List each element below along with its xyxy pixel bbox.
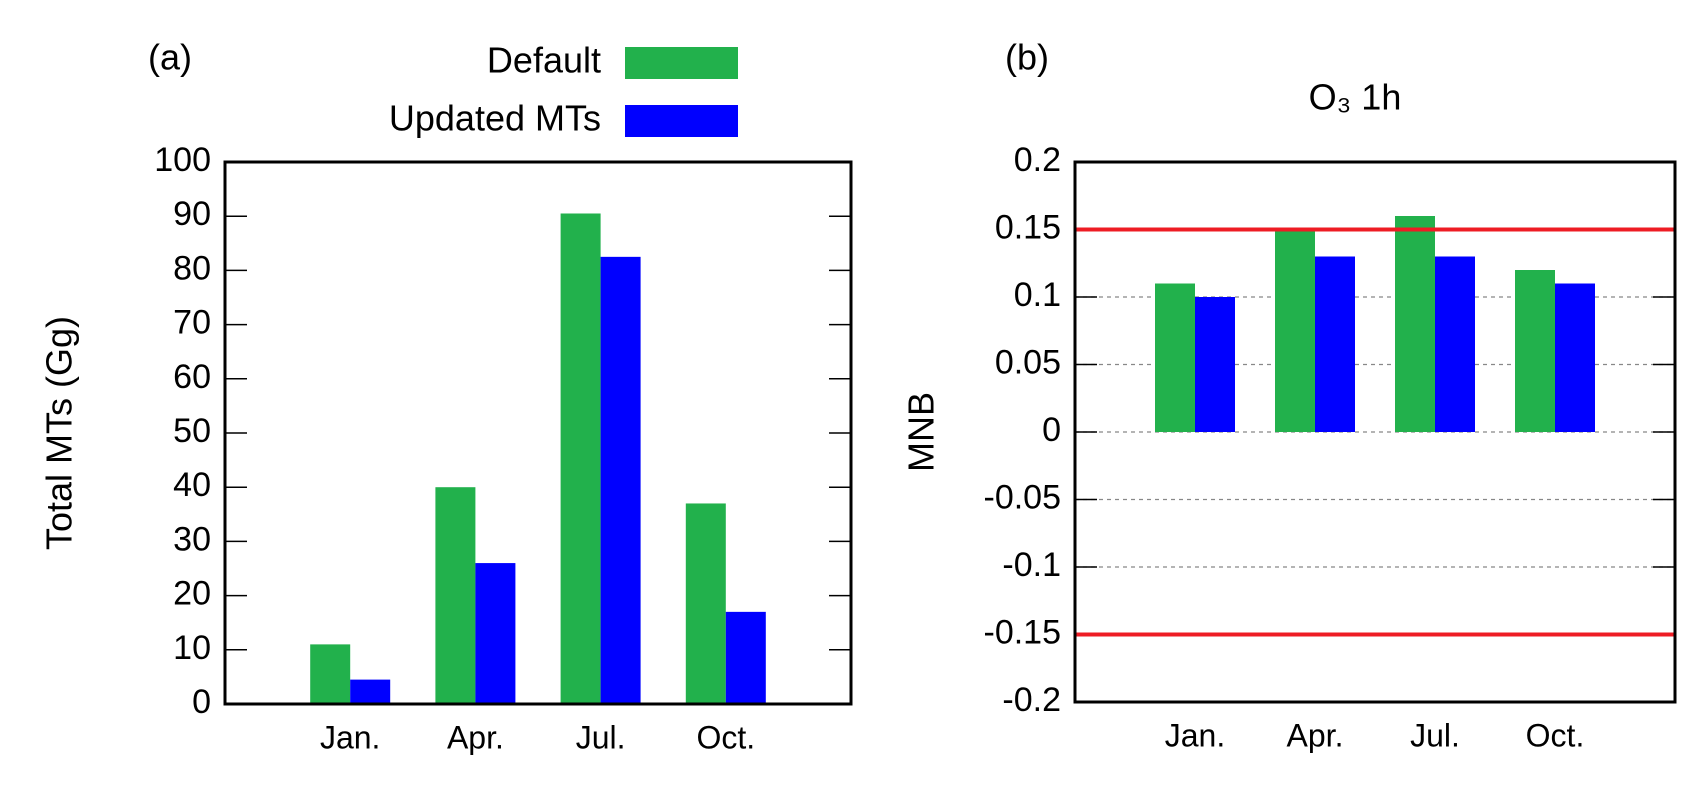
y-tick-label: 0.15 (995, 208, 1061, 246)
bar (1435, 256, 1475, 432)
y-tick-label: -0.1 (1002, 546, 1061, 584)
bar (310, 644, 351, 704)
x-tick-label: Jan. (320, 719, 380, 755)
y-tick-label: 20 (173, 575, 211, 613)
y-tick-label: 70 (173, 304, 211, 342)
bar (1275, 229, 1315, 432)
legend-swatch (625, 105, 738, 137)
bar (560, 213, 601, 705)
bar (1555, 283, 1595, 432)
y-tick-label: 0.2 (1014, 141, 1061, 179)
y-tick-label: -0.15 (984, 613, 1062, 651)
bar (435, 487, 476, 704)
y-axis-label: Total MTs (Gg) (39, 316, 80, 550)
bar (475, 563, 516, 704)
x-tick-label: Oct. (1526, 717, 1585, 753)
bar (725, 611, 766, 704)
bar (600, 256, 641, 704)
y-tick-label: 0 (192, 683, 211, 721)
y-tick-label: -0.2 (1002, 681, 1061, 719)
bar (350, 679, 391, 704)
plot-frame (223, 160, 853, 706)
y-tick-label: 90 (173, 195, 211, 233)
y-tick-label: 0.05 (995, 343, 1061, 381)
plot-frame (1073, 160, 1677, 704)
y-tick-label: 40 (173, 466, 211, 504)
x-tick-label: Jul. (1410, 717, 1460, 753)
y-tick-label: 100 (154, 141, 211, 179)
bar (1315, 256, 1355, 432)
legend-label: Default (487, 40, 601, 81)
panel-label: (b) (1005, 37, 1049, 78)
x-tick-label: Jul. (576, 719, 626, 755)
x-tick-label: Jan. (1165, 717, 1225, 753)
legend-label: Updated MTs (389, 98, 601, 139)
x-tick-label: Apr. (1287, 717, 1344, 753)
y-tick-label: 0.1 (1014, 276, 1061, 314)
x-tick-label: Oct. (696, 719, 755, 755)
y-axis-label: MNB (901, 392, 942, 472)
y-tick-label: 30 (173, 520, 211, 558)
y-tick-label: 0 (1042, 411, 1061, 449)
panel-label: (a) (148, 37, 192, 78)
y-tick-label: -0.05 (984, 478, 1062, 516)
legend-swatch (625, 47, 738, 79)
bar (685, 503, 726, 704)
x-tick-label: Apr. (447, 719, 504, 755)
y-tick-label: 50 (173, 412, 211, 450)
y-tick-label: 60 (173, 358, 211, 396)
bar (1195, 297, 1235, 432)
bar (1515, 270, 1555, 432)
chart-title: O₃ 1h (1309, 77, 1402, 118)
bar (1155, 283, 1195, 432)
bar (1395, 216, 1435, 432)
y-tick-label: 80 (173, 249, 211, 287)
y-tick-label: 10 (173, 629, 211, 667)
